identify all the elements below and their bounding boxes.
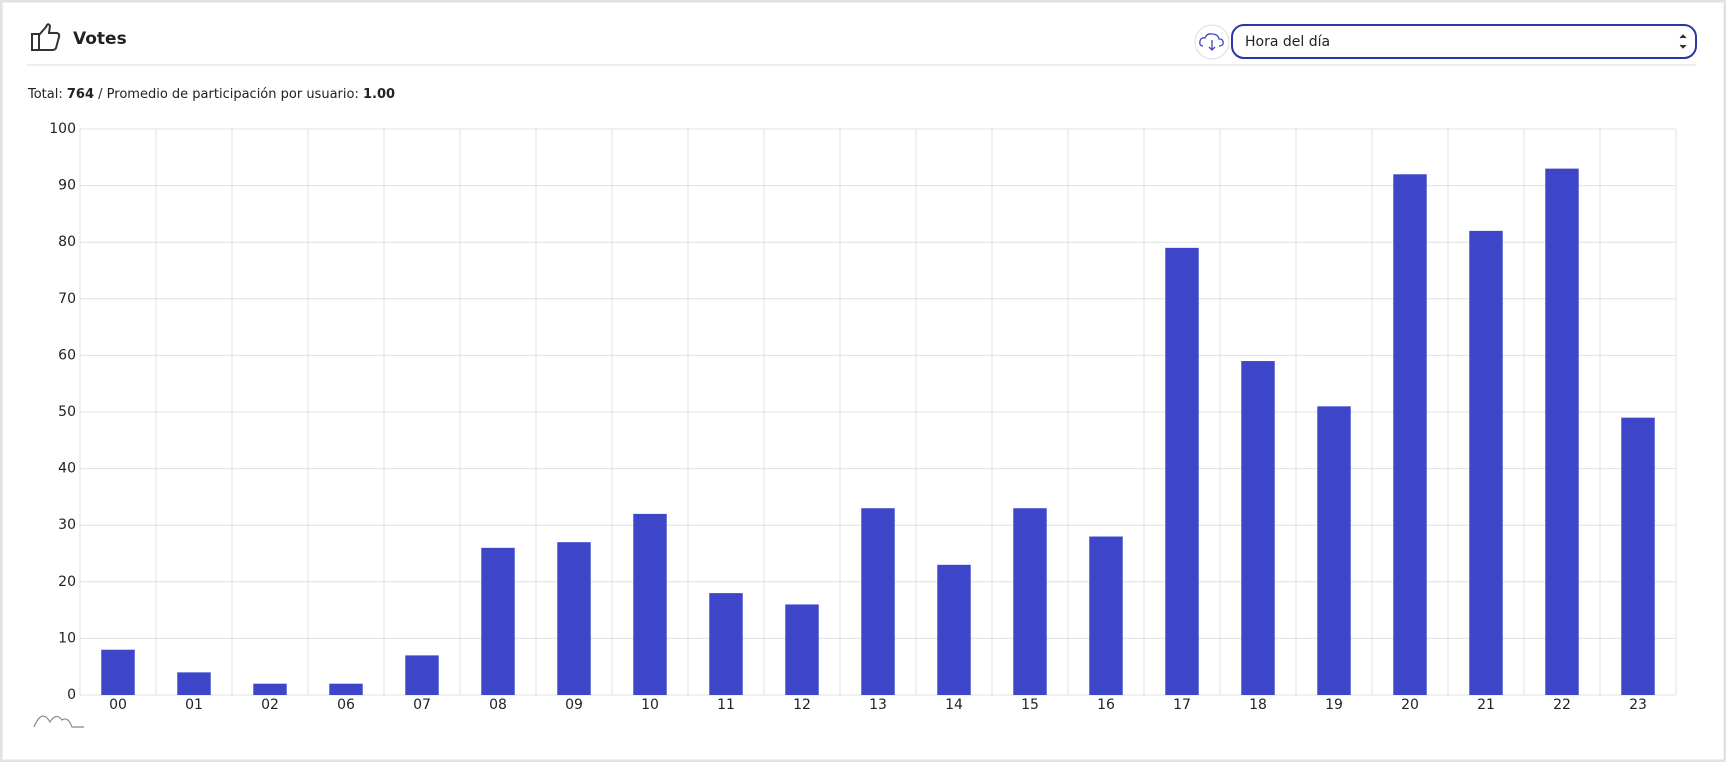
x-tick-label: 16 xyxy=(1097,697,1115,713)
x-tick-label: 10 xyxy=(641,697,659,713)
total-label: Total: xyxy=(27,87,63,102)
x-tick-label: 09 xyxy=(565,697,583,713)
x-tick-label: 15 xyxy=(1021,697,1039,713)
y-tick-label: 70 xyxy=(58,291,76,307)
bar xyxy=(937,564,971,695)
x-tick-label: 13 xyxy=(869,697,887,713)
x-tick-label: 11 xyxy=(717,697,735,713)
y-tick-label: 50 xyxy=(58,404,76,420)
y-tick-label: 30 xyxy=(58,517,76,533)
x-tick-label: 12 xyxy=(793,697,811,713)
bar xyxy=(1241,361,1275,695)
select-value: Hora del día xyxy=(1245,34,1330,50)
bar xyxy=(861,508,895,695)
x-tick-label: 02 xyxy=(261,697,279,713)
y-tick-label: 0 xyxy=(67,687,76,703)
y-tick-label: 90 xyxy=(58,178,76,194)
y-tick-label: 80 xyxy=(58,234,76,250)
x-tick-label: 22 xyxy=(1553,697,1571,713)
total: 764 xyxy=(67,87,94,102)
x-tick-label: 19 xyxy=(1325,697,1343,713)
download-button[interactable] xyxy=(1194,24,1230,60)
bar xyxy=(1621,417,1655,695)
average-label: / Promedio de participación por usuario: xyxy=(98,87,359,102)
y-tick-label: 100 xyxy=(49,121,76,137)
bar xyxy=(1469,230,1503,695)
x-tick-label: 20 xyxy=(1401,697,1419,713)
bar xyxy=(633,513,667,695)
x-tick-label: 23 xyxy=(1629,697,1647,713)
bar xyxy=(481,547,515,695)
y-tick-label: 60 xyxy=(58,347,76,363)
bar xyxy=(1089,536,1123,695)
select[interactable]: Hora del día xyxy=(1231,24,1697,59)
bar xyxy=(1317,406,1351,695)
bar xyxy=(1165,247,1199,696)
sparkline-icon xyxy=(33,715,84,728)
summary: Total: 764 / Promedio de participación p… xyxy=(27,87,395,102)
bar xyxy=(329,683,363,695)
y-tick-label: 20 xyxy=(58,574,76,590)
x-tick-label: 06 xyxy=(337,697,355,713)
bar xyxy=(405,655,439,695)
y-tick-label: 40 xyxy=(58,461,76,477)
x-tick-label: 00 xyxy=(109,697,127,713)
x-tick-label: 17 xyxy=(1173,697,1191,713)
bar xyxy=(101,649,135,695)
bar xyxy=(1013,508,1047,695)
bar xyxy=(177,672,211,695)
bar xyxy=(557,542,591,695)
bar xyxy=(1393,174,1427,695)
y-tick-label: 10 xyxy=(58,630,76,646)
bar xyxy=(785,604,819,695)
x-tick-label: 18 xyxy=(1249,697,1267,713)
x-tick-label: 21 xyxy=(1477,697,1495,713)
average: 1.00 xyxy=(363,87,395,102)
bar xyxy=(253,683,287,695)
x-tick-label: 14 xyxy=(945,697,963,713)
title: Votes xyxy=(73,29,127,49)
bar xyxy=(709,593,743,695)
bar xyxy=(1545,168,1579,695)
x-tick-label: 08 xyxy=(489,697,507,713)
x-tick-label: 07 xyxy=(413,697,431,713)
x-tick-label: 01 xyxy=(185,697,203,713)
like-icon xyxy=(31,23,61,51)
